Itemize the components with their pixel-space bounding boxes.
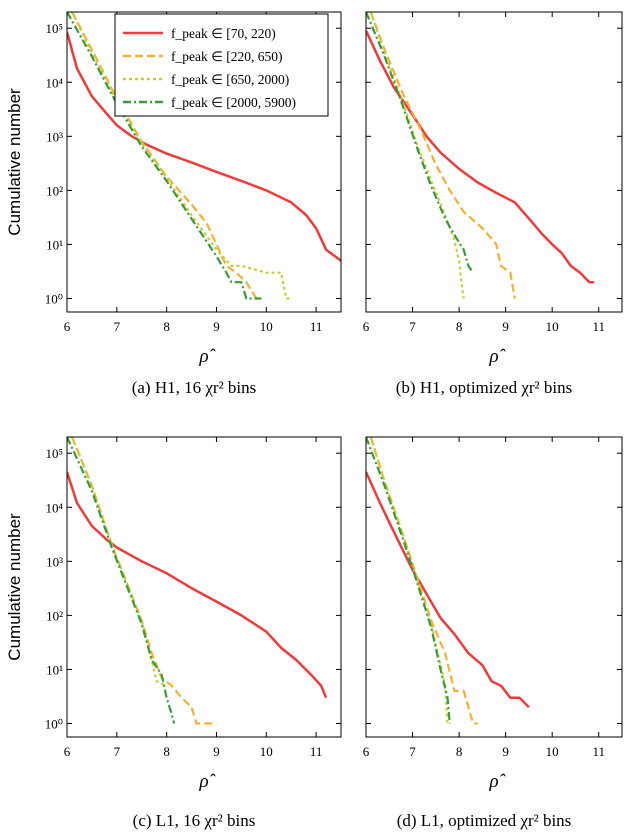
x-tick-label: 7 — [409, 744, 416, 759]
panel-1: 6 7 8 9 10 11 ρ̂ (b) H1, optimized χr² bins — [363, 11, 623, 397]
series-line-3 — [67, 12, 262, 300]
series-line-2 — [369, 12, 465, 299]
plot-frame — [66, 436, 342, 738]
panel-2: 6 7 8 9 10 11 10⁰ 10¹ 10² 10³ 10⁴ 10⁵ Cumulative num… — [5, 436, 342, 830]
series-line-2 — [71, 12, 292, 300]
y-tick-label: 10⁵ — [45, 21, 63, 36]
plot-frame — [365, 436, 623, 738]
panel-caption: (a) H1, 16 χr² bins — [132, 378, 257, 397]
x-tick-label: 6 — [363, 744, 370, 759]
y-tick-label: 10² — [46, 183, 63, 198]
series-line-2 — [369, 437, 449, 724]
y-tick-label: 10⁰ — [45, 291, 63, 306]
x-axis-label: ρ̂ — [198, 346, 216, 367]
series-line-1 — [369, 437, 478, 725]
legend-label: f_peak ∈ [70, 220) — [171, 26, 276, 41]
series-line-0 — [67, 31, 341, 262]
x-tick-label: 6 — [64, 319, 71, 334]
series-line-3 — [366, 12, 475, 274]
x-tick-label: 10 — [260, 319, 273, 334]
series-line-0 — [67, 471, 328, 699]
y-tick-label: 10⁴ — [45, 500, 63, 515]
y-tick-label: 10⁵ — [45, 446, 63, 461]
x-tick-label: 11 — [310, 744, 323, 759]
panels: 6 7 8 9 10 11 10⁰ 10¹ 10² 10³ 10⁴ 10⁵ Cumulative num… — [5, 11, 623, 830]
series-line-3 — [67, 437, 176, 724]
x-tick-label: 8 — [163, 319, 170, 334]
y-tick-label: 10⁰ — [45, 716, 63, 731]
legend-label: f_peak ∈ [220, 650) — [171, 49, 282, 64]
x-tick-label: 9 — [502, 319, 509, 334]
x-tick-label: 11 — [592, 319, 605, 334]
y-tick-label: 10¹ — [46, 237, 63, 252]
x-tick-label: 7 — [114, 744, 121, 759]
x-axis-label: ρ̂ — [488, 771, 506, 792]
y-tick-label: 10³ — [46, 554, 63, 569]
legend-label: f_peak ∈ [650, 2000) — [171, 72, 289, 87]
x-tick-label: 7 — [409, 319, 416, 334]
plot-frame — [66, 11, 342, 313]
x-tick-label: 10 — [546, 319, 559, 334]
series-line-1 — [70, 437, 217, 725]
x-tick-label: 11 — [592, 744, 605, 759]
legend-box — [114, 13, 329, 117]
panel-caption: (d) L1, optimized χr² bins — [397, 811, 572, 830]
x-tick-label: 10 — [546, 744, 559, 759]
panel-3: 6 7 8 9 10 11 ρ̂ (d) L1, optimized χr² bins — [363, 436, 623, 830]
x-tick-label: 8 — [456, 319, 463, 334]
series-line-1 — [369, 12, 516, 299]
legend: f_peak ∈ [70, 220) f_peak ∈ [220, 650) f_p… — [114, 13, 329, 117]
series-line-0 — [366, 471, 530, 709]
x-tick-label: 9 — [213, 319, 220, 334]
x-tick-label: 8 — [456, 744, 463, 759]
x-tick-label: 6 — [64, 744, 71, 759]
y-tick-label: 10¹ — [46, 662, 63, 677]
y-tick-label: 10⁴ — [45, 75, 63, 90]
x-tick-label: 7 — [114, 319, 121, 334]
series-line-3 — [366, 437, 451, 724]
x-axis-label: ρ̂ — [488, 346, 506, 367]
x-tick-label: 11 — [310, 319, 323, 334]
x-tick-label: 10 — [260, 744, 273, 759]
y-axis-label: Cumulative number — [5, 88, 24, 236]
panel-caption: (b) H1, optimized χr² bins — [396, 378, 572, 397]
series-line-0 — [366, 30, 595, 284]
legend-label: f_peak ∈ [2000, 5900) — [171, 95, 296, 110]
y-tick-label: 10³ — [46, 129, 63, 144]
y-axis-label: Cumulative number — [5, 513, 24, 661]
x-tick-label: 9 — [502, 744, 509, 759]
x-tick-label: 8 — [163, 744, 170, 759]
x-tick-label: 9 — [213, 744, 220, 759]
series-line-2 — [70, 437, 168, 687]
x-axis-label: ρ̂ — [198, 771, 216, 792]
plot-frame — [365, 11, 623, 313]
x-tick-label: 6 — [363, 319, 370, 334]
panel-caption: (c) L1, 16 χr² bins — [133, 811, 256, 830]
y-tick-label: 10² — [46, 608, 63, 623]
